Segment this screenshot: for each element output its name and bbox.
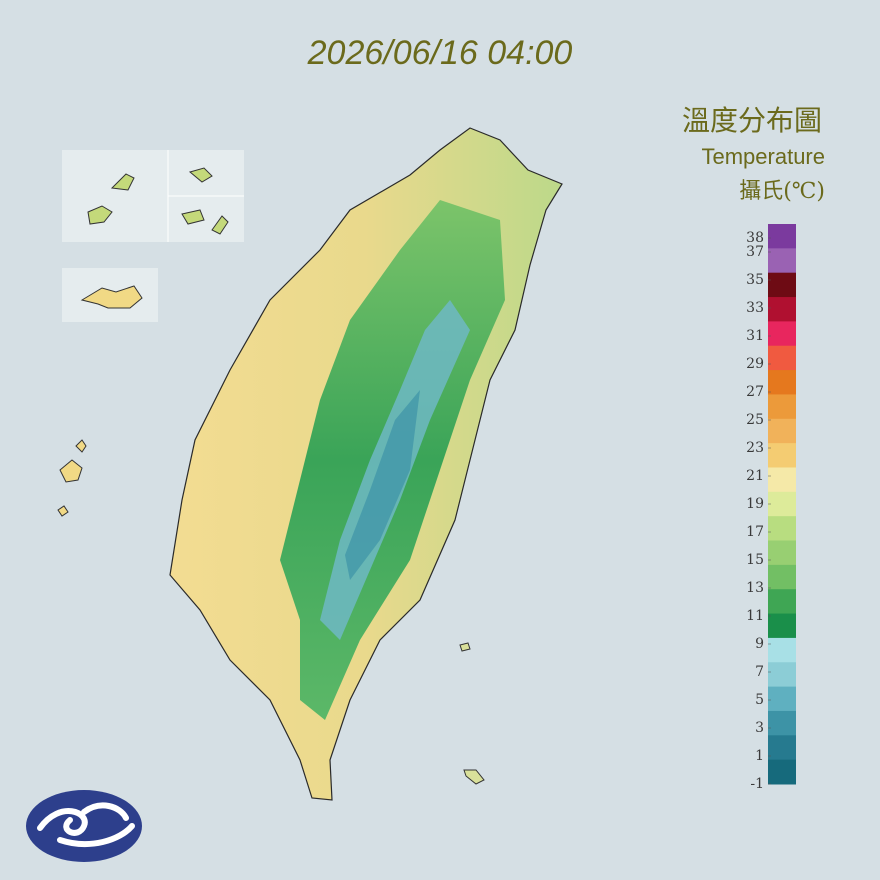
- legend-tick-label: 5: [755, 692, 764, 708]
- legend-tick-label: -1: [750, 776, 764, 792]
- legend-swatch: [768, 710, 796, 736]
- legend-tick-label: 29: [746, 356, 764, 372]
- legend-swatch: [768, 589, 796, 615]
- legend-swatch: [768, 491, 796, 517]
- legend-swatch: [768, 467, 796, 493]
- legend-tick-label: 11: [746, 608, 764, 624]
- penghu-islands: [57, 439, 87, 517]
- legend-swatch: [768, 540, 796, 566]
- legend-tick-label: 3: [755, 720, 764, 736]
- taiwan-island: [169, 127, 563, 801]
- legend-tick-label: 19: [746, 496, 764, 512]
- legend-tick-label: 27: [746, 384, 764, 400]
- legend-swatch: [768, 272, 796, 298]
- legend-tick-label: 17: [746, 524, 764, 540]
- legend-swatch: [768, 297, 796, 322]
- legend-swatch: [768, 686, 796, 712]
- legend-tick-label: 35: [746, 272, 764, 288]
- inset-boxes: [62, 150, 244, 322]
- legend-swatch: [768, 321, 796, 347]
- legend-swatch: [768, 564, 796, 590]
- legend-swatch: [768, 516, 796, 542]
- legend-title: 溫度分布圖: [682, 104, 822, 137]
- legend-swatch: [768, 759, 796, 785]
- legend-swatch: [768, 662, 796, 688]
- legend-subtitle: Temperature: [701, 144, 825, 169]
- legend-swatch: [768, 443, 796, 468]
- legend-tick-label: 38: [746, 230, 764, 246]
- legend-swatch: [768, 248, 796, 274]
- legend-swatch: [768, 345, 796, 371]
- timestamp: 2026/06/16 04:00: [307, 34, 573, 72]
- logo: [26, 790, 142, 862]
- legend-swatch: [768, 637, 796, 663]
- legend-swatch: [768, 613, 796, 639]
- legend-tick-label: 21: [746, 468, 764, 484]
- legend-swatch: [768, 224, 796, 249]
- legend-swatch: [768, 735, 796, 761]
- legend-tick-label: 7: [755, 664, 764, 680]
- legend-swatch: [768, 394, 796, 420]
- legend-tick-label: 37: [746, 244, 764, 260]
- legend-swatch: [768, 418, 796, 444]
- legend-tick-label: 25: [746, 412, 764, 428]
- legend-tick-label: 13: [746, 580, 764, 596]
- legend-tick-label: 33: [746, 300, 764, 316]
- legend-tick-label: 31: [746, 328, 764, 344]
- legend-unit: 攝氏(℃): [739, 179, 825, 204]
- legend-tick-label: 15: [746, 552, 764, 568]
- legend-tick-label: 23: [746, 440, 764, 456]
- legend-swatch: [768, 370, 796, 395]
- legend-tick-label: 9: [755, 636, 764, 652]
- legend-tick-label: 1: [755, 748, 764, 764]
